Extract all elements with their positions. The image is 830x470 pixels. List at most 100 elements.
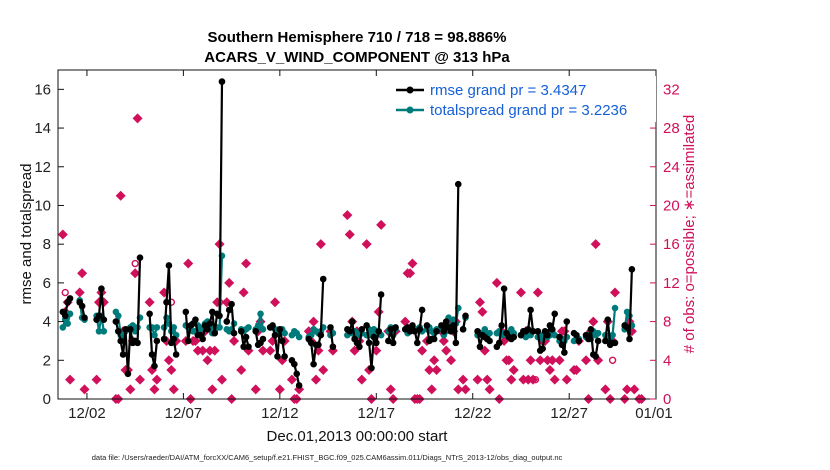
rmse-point — [527, 306, 534, 314]
obs-assimilated-marker — [549, 374, 560, 385]
rmse-point — [626, 335, 633, 343]
rmse-point — [310, 360, 317, 368]
totalspread-point — [59, 324, 67, 331]
rmse-point — [276, 326, 284, 333]
chart-title: Southern Hemisphere 710 / 718 = 98.886% — [208, 29, 507, 46]
rmse-line-segment — [558, 321, 568, 354]
obs-assimilated-marker — [554, 355, 565, 366]
right-tick-label: 24 — [663, 159, 680, 176]
x-tick-label: 12/22 — [454, 405, 492, 422]
totalspread-point — [259, 326, 267, 333]
rmse-point — [561, 349, 568, 356]
rmse-point — [119, 351, 127, 358]
obs-assimilated-marker — [424, 364, 435, 375]
obs-assimilated-marker — [535, 355, 546, 366]
x-tick-label: 01/01 — [635, 405, 673, 422]
rmse-point — [315, 341, 322, 349]
rmse-point — [127, 326, 134, 333]
totalspread-point — [153, 324, 161, 331]
obs-assimilated-marker — [308, 316, 319, 327]
obs-assimilated-marker — [202, 355, 213, 366]
x-axis-ticks: 12/02 12/07 12/12 12/17 12/22 12/27 01/01 — [68, 70, 673, 422]
x-axis-label: Dec.01,2013 00:00:00 start — [267, 428, 449, 445]
rmse-point — [628, 266, 636, 273]
totalspread-point — [486, 329, 493, 337]
rmse-point — [454, 180, 462, 188]
totalspread-point — [245, 324, 252, 331]
totalspread-point — [64, 320, 71, 327]
rmse-line-segment — [148, 313, 158, 368]
rmse-point — [124, 370, 132, 378]
left-tick-label: 12 — [34, 159, 51, 176]
right-tick-label: 28 — [663, 120, 680, 137]
obs-assimilated-marker — [600, 384, 611, 395]
obs-assimilated-marker — [385, 384, 396, 395]
rmse-point — [295, 382, 303, 389]
rmse-point — [544, 331, 551, 339]
rmse-point — [442, 318, 450, 325]
obs-assimilated-marker — [407, 258, 418, 269]
rmse-point — [329, 343, 337, 351]
rmse-point — [409, 322, 416, 329]
obs-assimilated-marker — [446, 355, 457, 366]
rmse-point — [462, 312, 469, 320]
obs-assimilated-marker — [132, 113, 143, 124]
x-tick-label: 12/17 — [358, 405, 396, 422]
rmse-point — [170, 335, 178, 343]
obs-assimilated-marker — [77, 268, 88, 279]
obs-assimilated-marker — [532, 287, 543, 298]
obs-assimilated-marker — [250, 384, 261, 395]
rmse-point — [163, 298, 170, 306]
obs-assimilated-marker — [431, 364, 442, 375]
obs-assimilated-marker — [472, 374, 483, 385]
rmse-point — [242, 333, 250, 341]
rmse-point — [269, 322, 276, 329]
left-axis-ticks: 0 2 4 6 8 10 12 14 16 — [34, 81, 64, 408]
right-tick-label: 0 — [663, 391, 671, 408]
obs-assimilated-marker — [453, 384, 464, 395]
rmse-point — [223, 318, 231, 325]
totalspread-point — [611, 304, 619, 312]
rmse-point — [416, 326, 423, 333]
rmse-point — [237, 327, 245, 335]
rmse-point — [259, 335, 267, 343]
rmse-point — [216, 312, 223, 320]
obs-assimilated-marker — [224, 277, 235, 288]
right-tick-label: 16 — [663, 236, 680, 253]
rmse-point — [346, 327, 354, 335]
rmse-point — [218, 78, 226, 85]
rmse-point — [433, 327, 440, 335]
rmse-point — [117, 337, 124, 345]
right-axis-ticks: 0 4 8 12 16 20 24 28 32 — [650, 81, 680, 408]
rmse-point — [184, 337, 192, 345]
rmse-point — [192, 316, 199, 323]
rmse-point — [291, 360, 298, 368]
rmse-point — [486, 337, 493, 345]
obs-assimilated-marker — [163, 355, 174, 366]
obs-assimilated-marker — [286, 374, 297, 385]
rmse-point — [498, 322, 505, 329]
rmse-point — [146, 310, 153, 318]
obs-assimilated-marker — [528, 374, 539, 385]
rmse-point — [365, 339, 373, 347]
chart-subtitle: ACARS_V_WIND_COMPONENT @ 313 hPa — [204, 49, 510, 66]
obs-assimilated-marker — [474, 297, 485, 308]
obs-assimilated-marker — [581, 355, 592, 366]
rmse-point — [592, 353, 600, 360]
x-tick-label: 12/27 — [550, 405, 588, 422]
rmse-point — [363, 322, 370, 329]
rmse-point — [81, 314, 88, 322]
totalspread-point — [295, 333, 303, 341]
obs-assimilated-marker — [441, 345, 452, 356]
totalspread-point — [594, 329, 602, 337]
obs-assimilated-marker — [238, 287, 249, 298]
obs-assimilated-marker — [125, 384, 136, 395]
obs-assimilated-marker — [315, 239, 326, 250]
obs-assimilated-marker — [144, 297, 155, 308]
rmse-point — [389, 339, 397, 347]
x-tick-label: 12/12 — [261, 405, 299, 422]
rmse-point — [327, 324, 334, 331]
rmse-point — [281, 353, 288, 360]
rmse-point — [370, 333, 378, 341]
